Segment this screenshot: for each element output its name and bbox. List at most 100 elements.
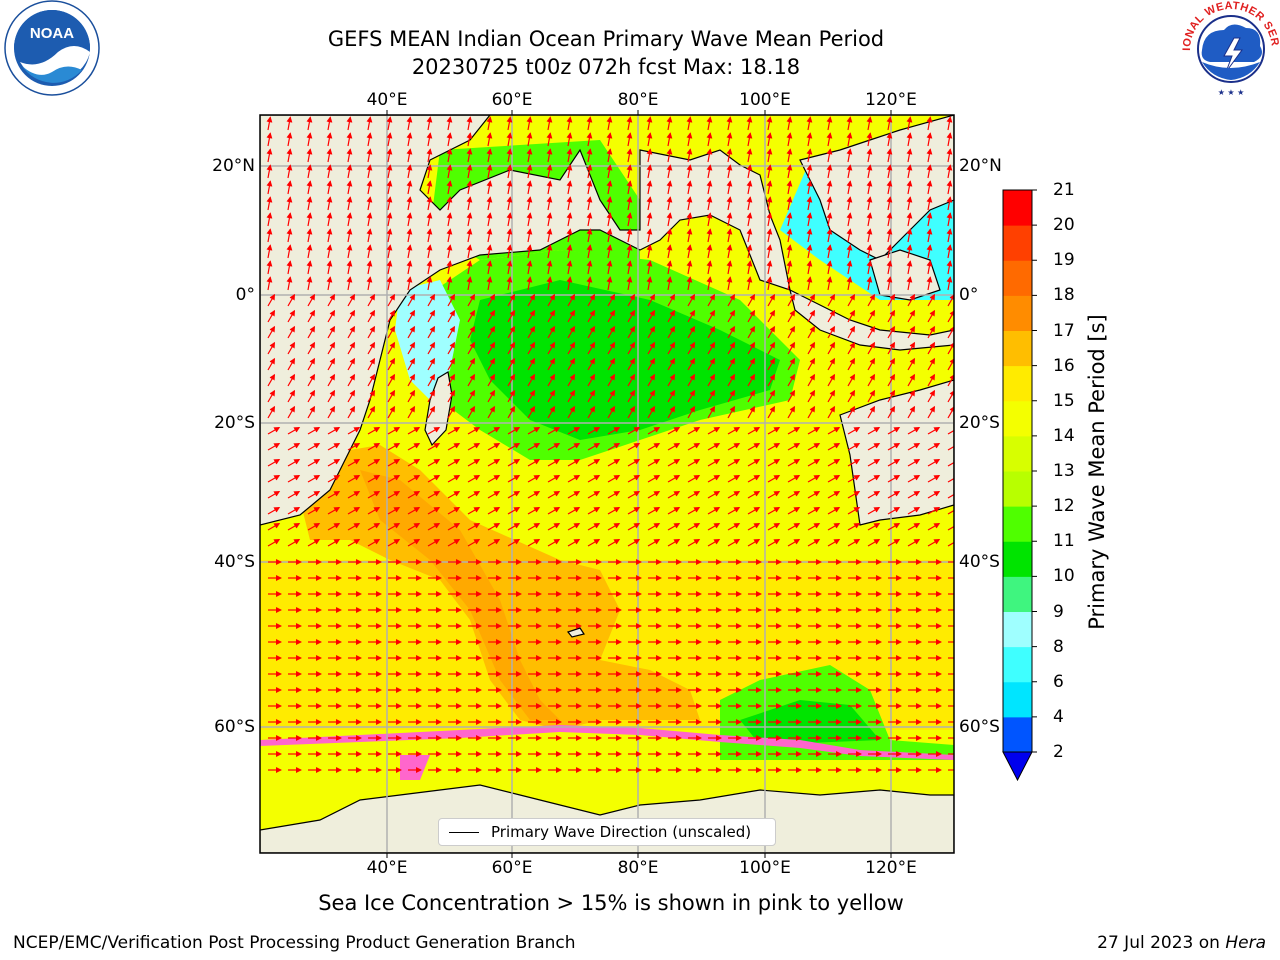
wave-direction-arrow bbox=[846, 180, 853, 195]
wave-direction-arrow bbox=[607, 442, 621, 451]
wave-direction-arrow bbox=[687, 506, 701, 515]
wave-direction-arrow bbox=[426, 260, 433, 275]
wave-direction-arrow bbox=[487, 293, 496, 307]
wave-direction-arrow bbox=[847, 309, 856, 323]
wave-direction-arrow bbox=[767, 341, 776, 355]
wave-direction-arrow bbox=[647, 474, 661, 483]
wave-direction-arrow bbox=[346, 164, 353, 179]
wave-direction-arrow bbox=[866, 212, 873, 227]
wave-direction-arrow bbox=[467, 309, 476, 323]
wave-direction-arrow bbox=[627, 309, 636, 323]
wave-direction-arrow bbox=[426, 164, 433, 179]
wave-direction-arrow bbox=[327, 325, 336, 339]
wave-direction-arrow bbox=[907, 426, 921, 435]
wave-direction-arrow bbox=[466, 116, 473, 131]
wave-direction-arrow bbox=[647, 442, 661, 451]
wave-direction-arrow bbox=[387, 522, 401, 531]
wave-direction-arrow bbox=[406, 164, 413, 179]
wave-direction-arrow bbox=[846, 276, 853, 291]
wave-direction-arrow bbox=[567, 426, 581, 435]
wave-direction-arrow bbox=[767, 405, 776, 419]
wave-direction-arrow bbox=[887, 373, 896, 387]
wave-direction-arrow bbox=[827, 522, 841, 531]
wave-direction-arrow bbox=[467, 293, 476, 307]
wave-direction-arrow bbox=[847, 474, 861, 483]
wave-direction-arrow bbox=[467, 506, 481, 515]
wave-direction-arrow bbox=[527, 373, 536, 387]
nws-logo: NATIONAL WEATHER SERVICE ★ ★ ★ bbox=[1180, 0, 1280, 97]
wave-direction-arrow bbox=[526, 164, 533, 179]
wave-direction-arrow bbox=[606, 260, 613, 275]
wave-direction-arrow bbox=[807, 293, 816, 307]
wave-direction-arrow bbox=[506, 228, 513, 243]
wave-direction-arrow bbox=[907, 405, 916, 419]
wave-direction-arrow bbox=[747, 506, 761, 515]
wave-direction-arrow bbox=[286, 164, 293, 179]
wave-direction-arrow bbox=[707, 506, 721, 515]
wave-direction-arrow bbox=[887, 293, 896, 307]
wave-direction-arrow bbox=[507, 325, 516, 339]
wave-direction-arrow bbox=[427, 309, 436, 323]
wave-direction-arrow bbox=[347, 389, 356, 403]
wave-direction-arrow bbox=[386, 244, 393, 259]
wave-direction-arrow bbox=[426, 116, 433, 131]
wave-direction-arrow bbox=[687, 458, 701, 467]
wave-direction-arrow bbox=[267, 426, 281, 435]
wave-direction-arrow bbox=[746, 276, 753, 291]
wave-direction-arrow bbox=[607, 341, 616, 355]
wave-direction-arrow bbox=[307, 405, 316, 419]
colorbar-segment bbox=[1003, 471, 1032, 507]
wave-direction-arrow bbox=[307, 506, 321, 515]
wave-direction-arrow bbox=[286, 276, 293, 291]
wave-direction-arrow bbox=[826, 132, 833, 147]
wave-direction-arrow bbox=[327, 373, 336, 387]
wave-direction-arrow bbox=[586, 196, 593, 211]
wave-direction-arrow bbox=[747, 389, 756, 403]
wave-direction-arrow bbox=[867, 405, 876, 419]
wave-direction-arrow bbox=[507, 357, 516, 371]
wave-direction-arrow bbox=[927, 426, 941, 435]
wave-direction-arrow bbox=[387, 506, 401, 515]
wave-direction-arrow bbox=[386, 132, 393, 147]
wave-direction-arrow bbox=[706, 212, 713, 227]
wave-direction-arrow bbox=[486, 212, 493, 227]
wave-direction-arrow bbox=[427, 389, 436, 403]
wave-direction-arrow bbox=[867, 341, 876, 355]
wave-direction-arrow bbox=[646, 276, 653, 291]
wave-direction-arrow bbox=[766, 212, 773, 227]
wave-direction-arrow bbox=[706, 244, 713, 259]
wave-direction-arrow bbox=[287, 309, 296, 323]
wave-direction-arrow bbox=[266, 116, 273, 131]
lat-label-left: 40°S bbox=[214, 552, 255, 572]
wave-direction-arrow bbox=[567, 458, 581, 467]
wave-direction-arrow bbox=[567, 357, 576, 371]
wave-direction-arrow bbox=[407, 293, 416, 307]
wave-direction-arrow bbox=[467, 442, 481, 451]
wave-direction-arrow bbox=[326, 164, 333, 179]
wave-direction-arrow bbox=[887, 357, 896, 371]
wave-direction-arrow bbox=[406, 180, 413, 195]
wave-direction-arrow bbox=[906, 260, 913, 275]
wave-direction-arrow bbox=[547, 458, 561, 467]
wave-direction-arrow bbox=[667, 341, 676, 355]
wave-direction-arrow bbox=[546, 260, 553, 275]
wave-direction-arrow bbox=[587, 325, 596, 339]
wave-direction-arrow bbox=[287, 522, 301, 531]
wave-direction-arrow bbox=[386, 180, 393, 195]
wave-direction-arrow bbox=[547, 389, 556, 403]
wave-direction-arrow bbox=[727, 442, 741, 451]
wave-direction-arrow bbox=[427, 522, 441, 531]
wave-direction-arrow bbox=[487, 405, 496, 419]
wave-direction-arrow bbox=[906, 180, 913, 195]
wave-direction-arrow bbox=[767, 325, 776, 339]
wave-direction-arrow bbox=[266, 212, 273, 227]
wave-direction-arrow bbox=[326, 180, 333, 195]
wave-direction-arrow bbox=[847, 458, 861, 467]
wave-direction-arrow bbox=[726, 148, 733, 163]
lat-label-left: 20°S bbox=[214, 413, 255, 433]
wave-direction-arrow bbox=[327, 506, 341, 515]
wave-direction-arrow bbox=[346, 260, 353, 275]
wave-direction-arrow bbox=[846, 196, 853, 211]
wave-direction-arrow bbox=[326, 260, 333, 275]
wave-direction-arrow bbox=[506, 212, 513, 227]
